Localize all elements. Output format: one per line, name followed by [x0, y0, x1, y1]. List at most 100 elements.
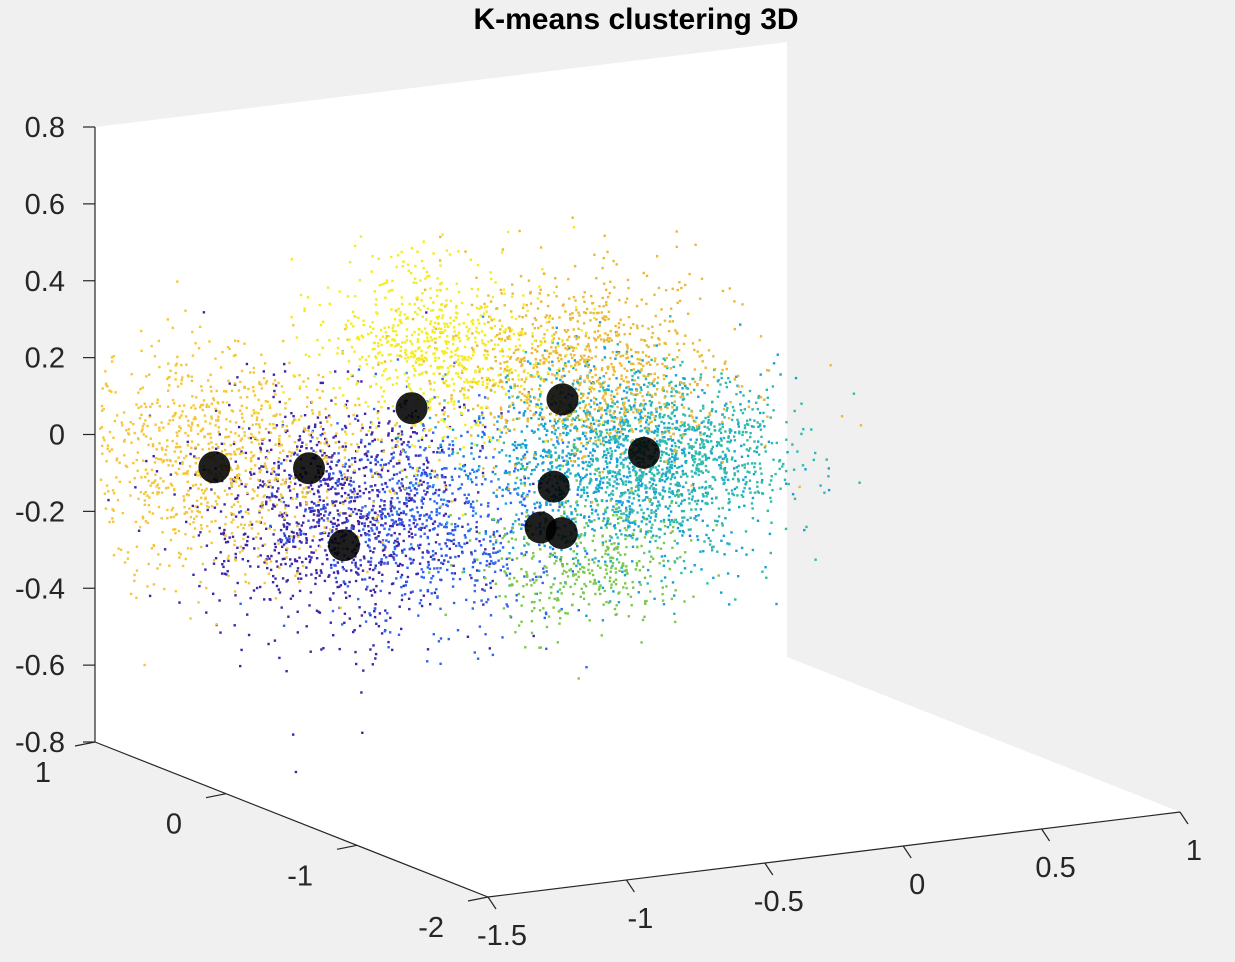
data-point [626, 424, 629, 427]
data-point [397, 432, 400, 436]
data-point [218, 526, 221, 530]
data-point [633, 379, 637, 382]
data-point [676, 288, 679, 292]
data-point [363, 522, 366, 525]
data-point [654, 415, 657, 418]
data-point [650, 430, 654, 434]
data-point [244, 451, 248, 455]
data-point [661, 586, 664, 589]
data-point [585, 409, 589, 412]
data-point [466, 523, 470, 526]
data-point [423, 448, 426, 452]
data-point [783, 478, 787, 481]
data-point [765, 388, 768, 391]
data-point [370, 594, 374, 597]
data-point [555, 559, 558, 563]
data-point [525, 573, 529, 576]
data-point [530, 388, 533, 391]
data-point [620, 430, 623, 433]
data-point [705, 533, 708, 537]
data-point [494, 595, 498, 599]
data-point [259, 505, 262, 508]
data-point [405, 580, 409, 583]
data-point [290, 530, 294, 534]
data-point [639, 415, 642, 418]
data-point [338, 647, 341, 651]
data-point [497, 559, 500, 562]
data-point [374, 472, 377, 475]
data-point [600, 311, 603, 314]
data-point [733, 300, 736, 303]
data-point [484, 577, 487, 580]
data-point [562, 569, 566, 573]
data-point [525, 466, 529, 469]
data-point [222, 533, 226, 536]
data-point [616, 517, 620, 521]
data-point [624, 414, 627, 418]
data-point [361, 731, 364, 734]
data-point [275, 495, 278, 499]
data-point [283, 557, 286, 560]
data-point [647, 411, 650, 415]
data-point [274, 545, 277, 549]
data-point [350, 496, 353, 499]
data-point [728, 287, 731, 290]
data-point [731, 477, 735, 481]
data-point [463, 502, 467, 505]
data-point [666, 401, 669, 405]
data-point [515, 446, 518, 450]
data-point [658, 477, 662, 481]
data-point [365, 514, 368, 518]
data-point [608, 483, 612, 487]
data-point [598, 321, 602, 324]
data-point [444, 613, 447, 616]
data-point [489, 540, 492, 543]
data-point [278, 498, 281, 502]
data-point [620, 516, 623, 519]
data-point [620, 377, 623, 381]
data-point [552, 583, 555, 586]
data-point [327, 532, 331, 535]
data-point [583, 534, 586, 537]
data-point [725, 385, 728, 389]
data-point [691, 377, 694, 381]
data-point [383, 630, 387, 633]
data-point [395, 443, 398, 447]
data-point [626, 516, 630, 520]
data-point [266, 449, 269, 453]
data-point [536, 307, 540, 310]
data-point [741, 464, 744, 467]
data-point [570, 603, 574, 607]
data-point [524, 439, 527, 442]
data-point [634, 427, 638, 431]
data-point [637, 591, 640, 594]
data-point [524, 446, 528, 449]
data-point [668, 457, 671, 460]
data-point [638, 421, 641, 424]
data-point [676, 471, 679, 474]
data-point [434, 327, 437, 330]
data-point [553, 333, 556, 336]
data-point [508, 473, 511, 476]
data-point [793, 497, 797, 500]
data-point [642, 565, 645, 568]
data-point [567, 469, 571, 472]
data-point [374, 372, 377, 376]
data-point [277, 551, 281, 555]
data-point [305, 541, 308, 544]
data-point [446, 504, 449, 508]
data-point [277, 466, 280, 470]
data-point [625, 408, 628, 411]
data-point [549, 546, 552, 549]
data-point [313, 509, 316, 512]
data-point [430, 469, 434, 472]
data-point [717, 507, 721, 510]
data-point [612, 259, 615, 263]
data-point [619, 418, 622, 422]
data-point [186, 440, 189, 444]
data-point [363, 557, 366, 560]
data-point [279, 563, 283, 566]
data-point [516, 457, 520, 460]
data-point [622, 475, 626, 478]
